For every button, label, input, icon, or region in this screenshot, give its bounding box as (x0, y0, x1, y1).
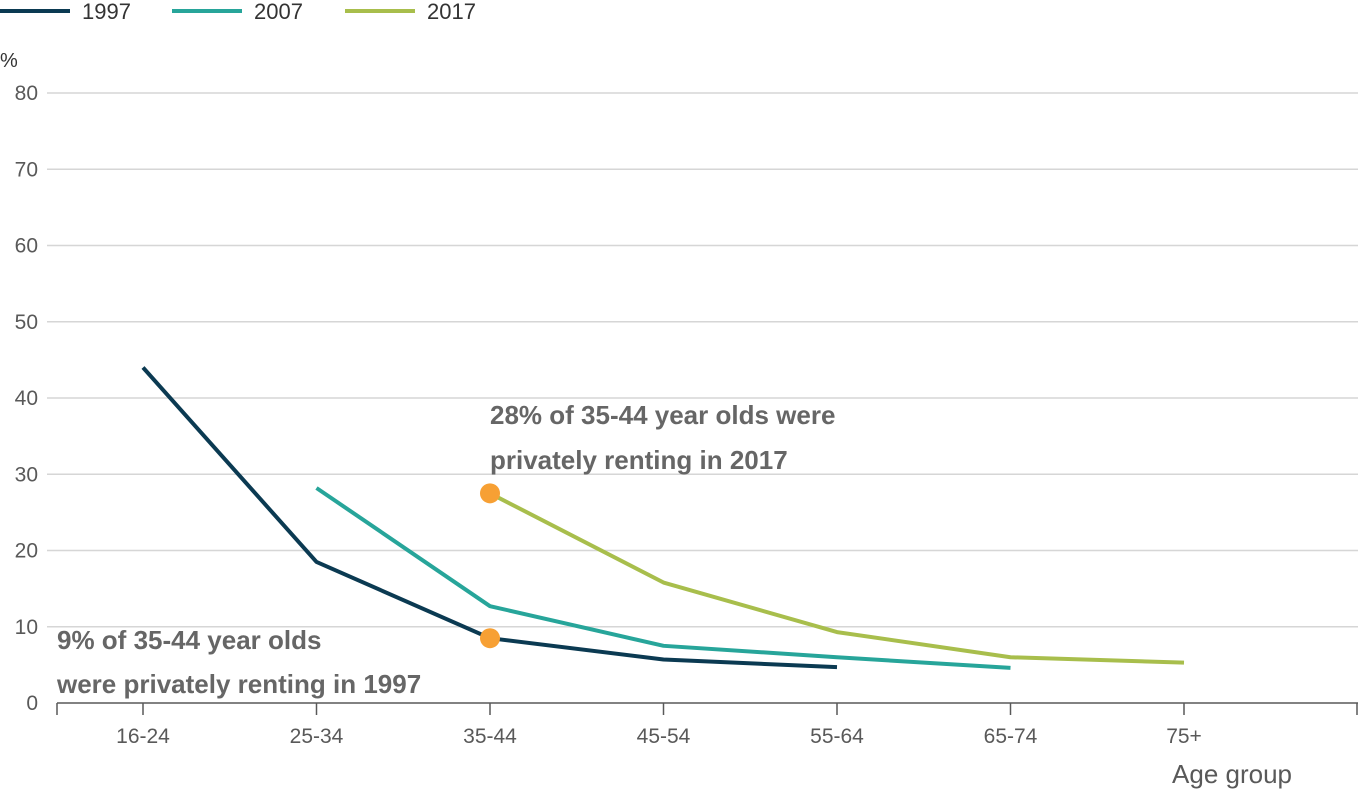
gridlines (47, 92, 1358, 628)
y-tick-label-80: 80 (15, 82, 38, 105)
annotation-2017-line-2: privately renting in 2017 (490, 445, 788, 475)
legend: 1997 2007 2017 (0, 0, 476, 24)
y-tick-label-10: 10 (15, 616, 38, 639)
legend-label-2017: 2017 (427, 0, 476, 24)
series-line-2007 (315, 486, 1011, 670)
x-tick-label-55-64: 55-64 (810, 725, 864, 748)
annotation-1997-line-2: were privately renting in 1997 (56, 669, 421, 699)
highlight-point-1 (480, 483, 500, 504)
y-axis-ticks: 0 10 20 30 40 50 60 70 80 (15, 82, 38, 715)
annotation-2017: 28% of 35-44 year olds were privately re… (490, 400, 835, 475)
legend-label-2007: 2007 (254, 0, 303, 24)
y-tick-label-60: 60 (15, 235, 38, 258)
highlight-points (480, 483, 500, 649)
y-axis-unit-label: % (0, 50, 18, 72)
x-tick-label-75+: 75+ (1166, 725, 1202, 748)
x-tick-label-35-44: 35-44 (463, 725, 517, 748)
legend-item-2017[interactable]: 2017 (345, 0, 476, 24)
y-tick-label-20: 20 (15, 540, 38, 563)
x-tick-label-65-74: 65-74 (984, 725, 1038, 748)
y-tick-label-0: 0 (26, 692, 38, 715)
legend-item-1997[interactable]: 1997 (0, 0, 131, 24)
series-line-2017 (489, 491, 1185, 665)
x-tick-label-25-34: 25-34 (290, 725, 344, 748)
highlight-point-2 (480, 628, 500, 649)
x-axis-title: Age group (1172, 759, 1292, 789)
y-tick-label-30: 30 (15, 463, 38, 486)
x-axis: 16-24 25-34 35-44 45-54 55-64 65-74 75+ (56, 702, 1358, 748)
x-tick-label-16-24: 16-24 (116, 725, 170, 748)
y-tick-label-40: 40 (15, 387, 38, 410)
legend-item-2007[interactable]: 2007 (172, 0, 303, 24)
annotation-1997-line-1: 9% of 35-44 year olds (57, 625, 321, 655)
annotation-2017-line-1: 28% of 35-44 year olds were (490, 400, 835, 430)
annotation-1997: 9% of 35-44 year olds were privately ren… (56, 625, 421, 699)
y-tick-label-50: 50 (15, 311, 38, 334)
x-tick-label-45-54: 45-54 (637, 725, 691, 748)
y-tick-label-70: 70 (15, 158, 38, 181)
legend-label-1997: 1997 (82, 0, 131, 24)
